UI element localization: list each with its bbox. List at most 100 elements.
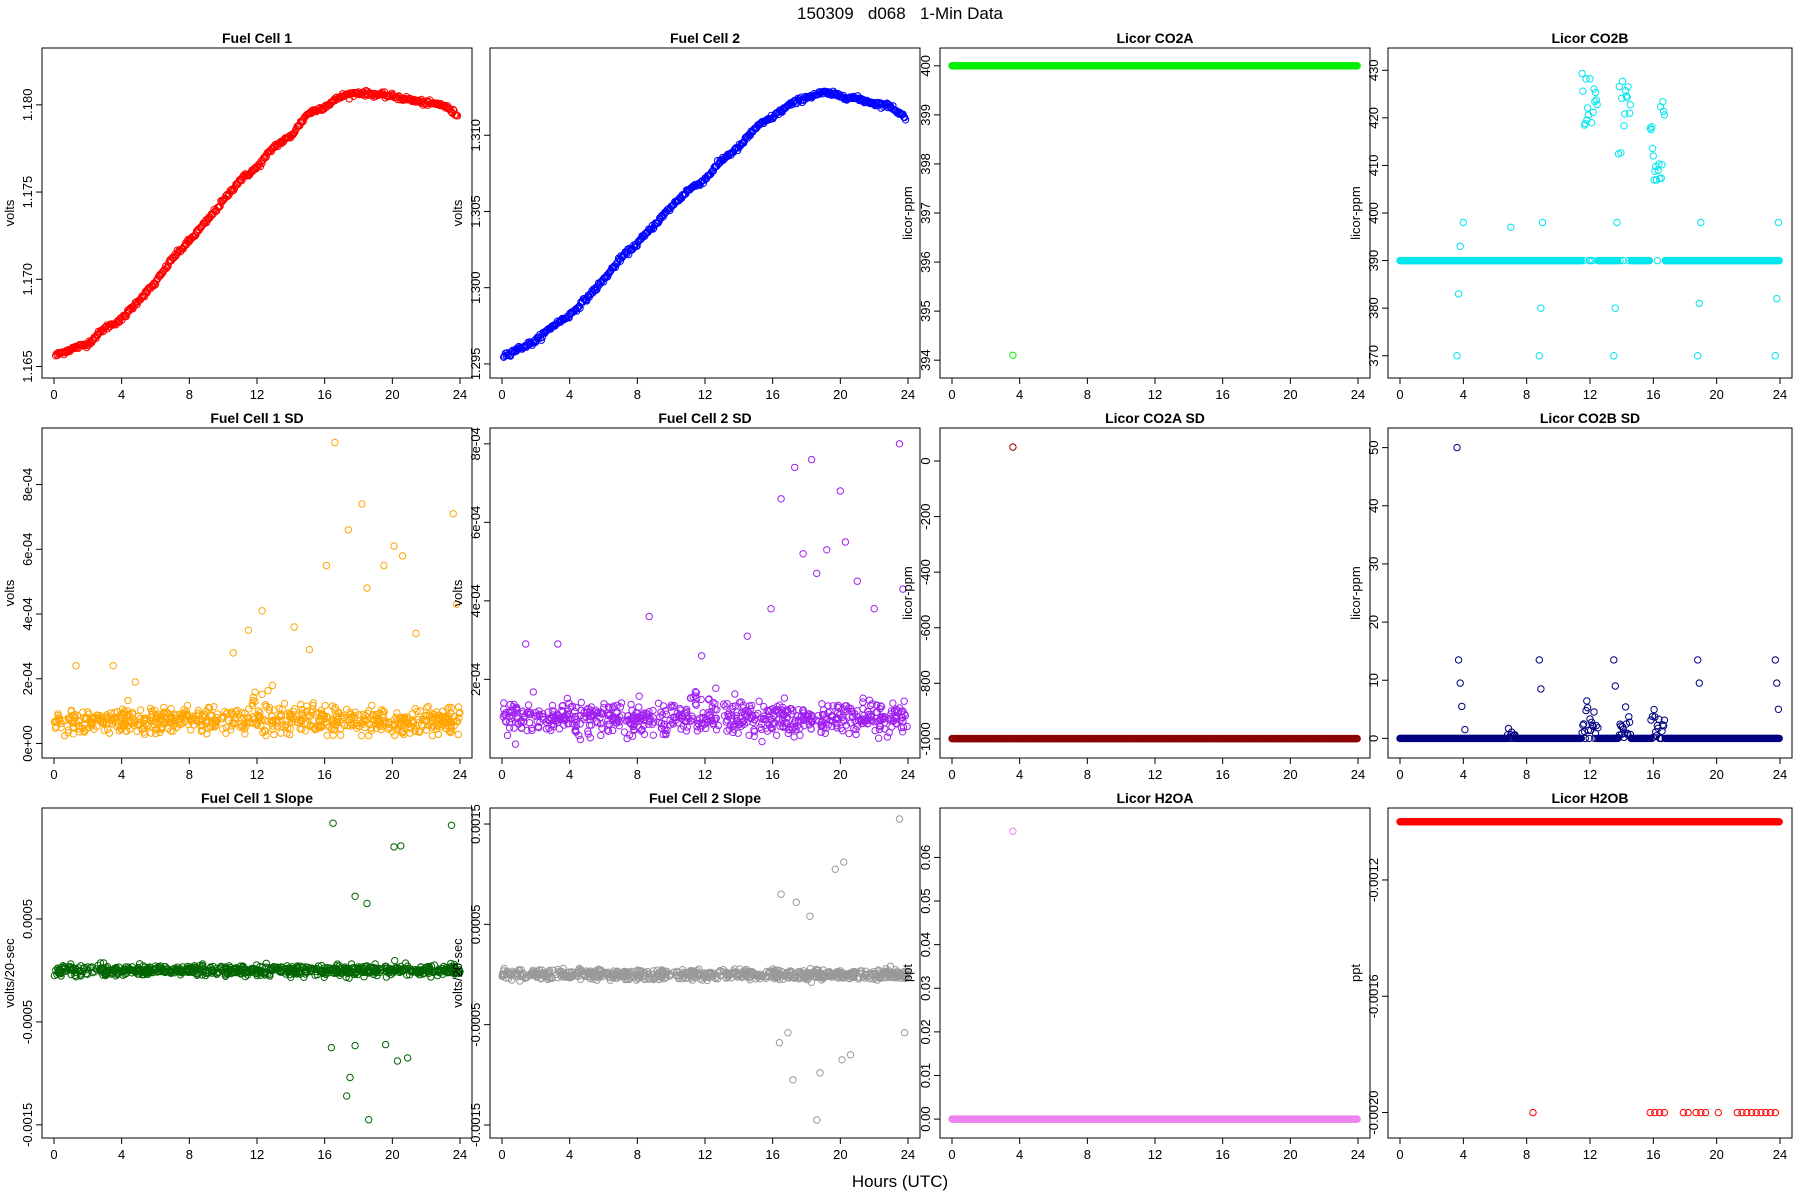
fc2sd-point [747, 715, 755, 723]
fc1-ytick-label: 1.165 [20, 350, 35, 383]
fc1sd-point [268, 712, 276, 720]
fc2sd-point [845, 729, 853, 738]
fc1-point [99, 327, 108, 335]
fc2sd-point [520, 718, 528, 726]
co2a-ytick-label: 394 [918, 349, 933, 371]
fc2sd-point [852, 725, 860, 734]
fc2sd-point [640, 721, 648, 730]
fc2-title: Fuel Cell 2 [670, 30, 740, 46]
fc1slope-ylabel: volts/20-sec [2, 938, 17, 1008]
co2a-ytick-label: 400 [918, 55, 933, 77]
fc1slope-xtick-label: 20 [385, 1147, 399, 1162]
co2b-point [1593, 101, 1601, 109]
fc2sd-ytick-label: 2e-04 [468, 663, 483, 696]
fc1-xtick-label: 24 [453, 387, 467, 402]
fc2sd-point [584, 704, 592, 713]
fc2sd-point [808, 717, 816, 725]
fc2sd-point [818, 700, 826, 708]
fc1sd-point [240, 714, 248, 722]
fc2sd-point [881, 713, 889, 721]
fc1sd-point [251, 688, 259, 696]
fc1sd-point [423, 712, 431, 720]
co2b-point [1624, 83, 1632, 91]
fc2sd-point [738, 708, 746, 717]
fc1-point [170, 253, 178, 262]
fc1sd-ytick-label: 0e+00 [20, 725, 35, 762]
co2asd-points [948, 443, 1361, 743]
fc1sd-point [379, 707, 388, 715]
fc1sd-point [440, 721, 448, 729]
fc2sd-point [524, 701, 533, 709]
fc2sd-point [555, 725, 564, 733]
co2bsd-point [1773, 679, 1781, 687]
fc1sd-point [305, 645, 314, 654]
fc2-xtick-label: 4 [566, 387, 573, 402]
fc1sd-point [187, 726, 195, 734]
fc1sd-point [159, 710, 168, 718]
fc2sd-point [615, 718, 623, 726]
co2asd-point [1009, 443, 1017, 451]
fc1sd-point [381, 717, 390, 726]
fc1sd-point [136, 706, 145, 714]
fc2-ytick-label: 1.310 [468, 119, 483, 152]
fc1sd-point [196, 722, 205, 730]
fc1sd-point [415, 728, 424, 736]
fc2sd-point [577, 698, 585, 707]
co2b-point [1620, 122, 1628, 130]
fc2-points [500, 87, 910, 361]
fc1slope-xtick-label: 4 [118, 1147, 125, 1162]
co2b-plot-frame [1387, 47, 1793, 379]
co2bsd-ytick-label: 50 [1366, 440, 1381, 454]
fc1sd-point [390, 542, 398, 550]
fc1sd-point [190, 713, 198, 721]
fc1sd-point [273, 722, 282, 730]
fc2sd-point [739, 717, 747, 726]
fc1sd-point [75, 722, 83, 730]
fc2sd-point [693, 722, 701, 731]
co2asd-title: Licor CO2A SD [1105, 410, 1205, 426]
fc1sd-point [399, 716, 407, 724]
co2b-xtick-label: 0 [1396, 387, 1403, 402]
fc2sd-point [597, 731, 605, 740]
fc2sd-point [623, 734, 631, 743]
co2bsd-point [1535, 656, 1544, 664]
fc2sd-ytick-label: 6e-04 [468, 506, 483, 539]
co2b-ytick-label: 400 [1366, 202, 1381, 224]
co2b-point [1645, 256, 1654, 265]
fc1sd-point [269, 717, 277, 725]
fc1sd-point [103, 720, 111, 728]
fc1sd-point [363, 584, 371, 592]
fc1sd-xtick-label: 4 [118, 767, 125, 782]
fc1sd-point [304, 711, 312, 719]
fc2sd-point [817, 728, 825, 736]
co2b-point [1617, 149, 1625, 157]
fc2sd-point [875, 734, 883, 742]
fc2sd-point [579, 714, 587, 722]
fc1sd-point [427, 713, 436, 721]
fc1sd-point [415, 727, 423, 735]
co2bsd-point [1774, 705, 1783, 713]
fc2sd-point [834, 701, 842, 709]
co2b-point [1586, 75, 1594, 83]
fc1sd-point [259, 715, 267, 723]
fc2sd-point [767, 605, 775, 613]
co2b-ytick-label: 410 [1366, 155, 1381, 177]
co2a-point [1009, 351, 1017, 359]
co2a-point [1353, 62, 1361, 70]
fc2sd-point [692, 689, 701, 697]
fc1sd-point [321, 701, 329, 710]
co2b-point [1657, 174, 1666, 182]
fc2sd-point [534, 722, 542, 731]
fc2sd-point [789, 707, 797, 715]
fc1-xtick-label: 12 [250, 387, 264, 402]
fc1sd-point [197, 718, 205, 726]
fc2sd-point [576, 720, 584, 728]
fc1sd-point [325, 722, 333, 731]
fc1-point [453, 112, 462, 120]
fc1sd-point [80, 727, 89, 735]
fc2sd-point [829, 702, 837, 710]
co2b-point [1773, 294, 1781, 303]
fc1sd-point [396, 718, 404, 727]
fc1sd-point [210, 703, 218, 711]
